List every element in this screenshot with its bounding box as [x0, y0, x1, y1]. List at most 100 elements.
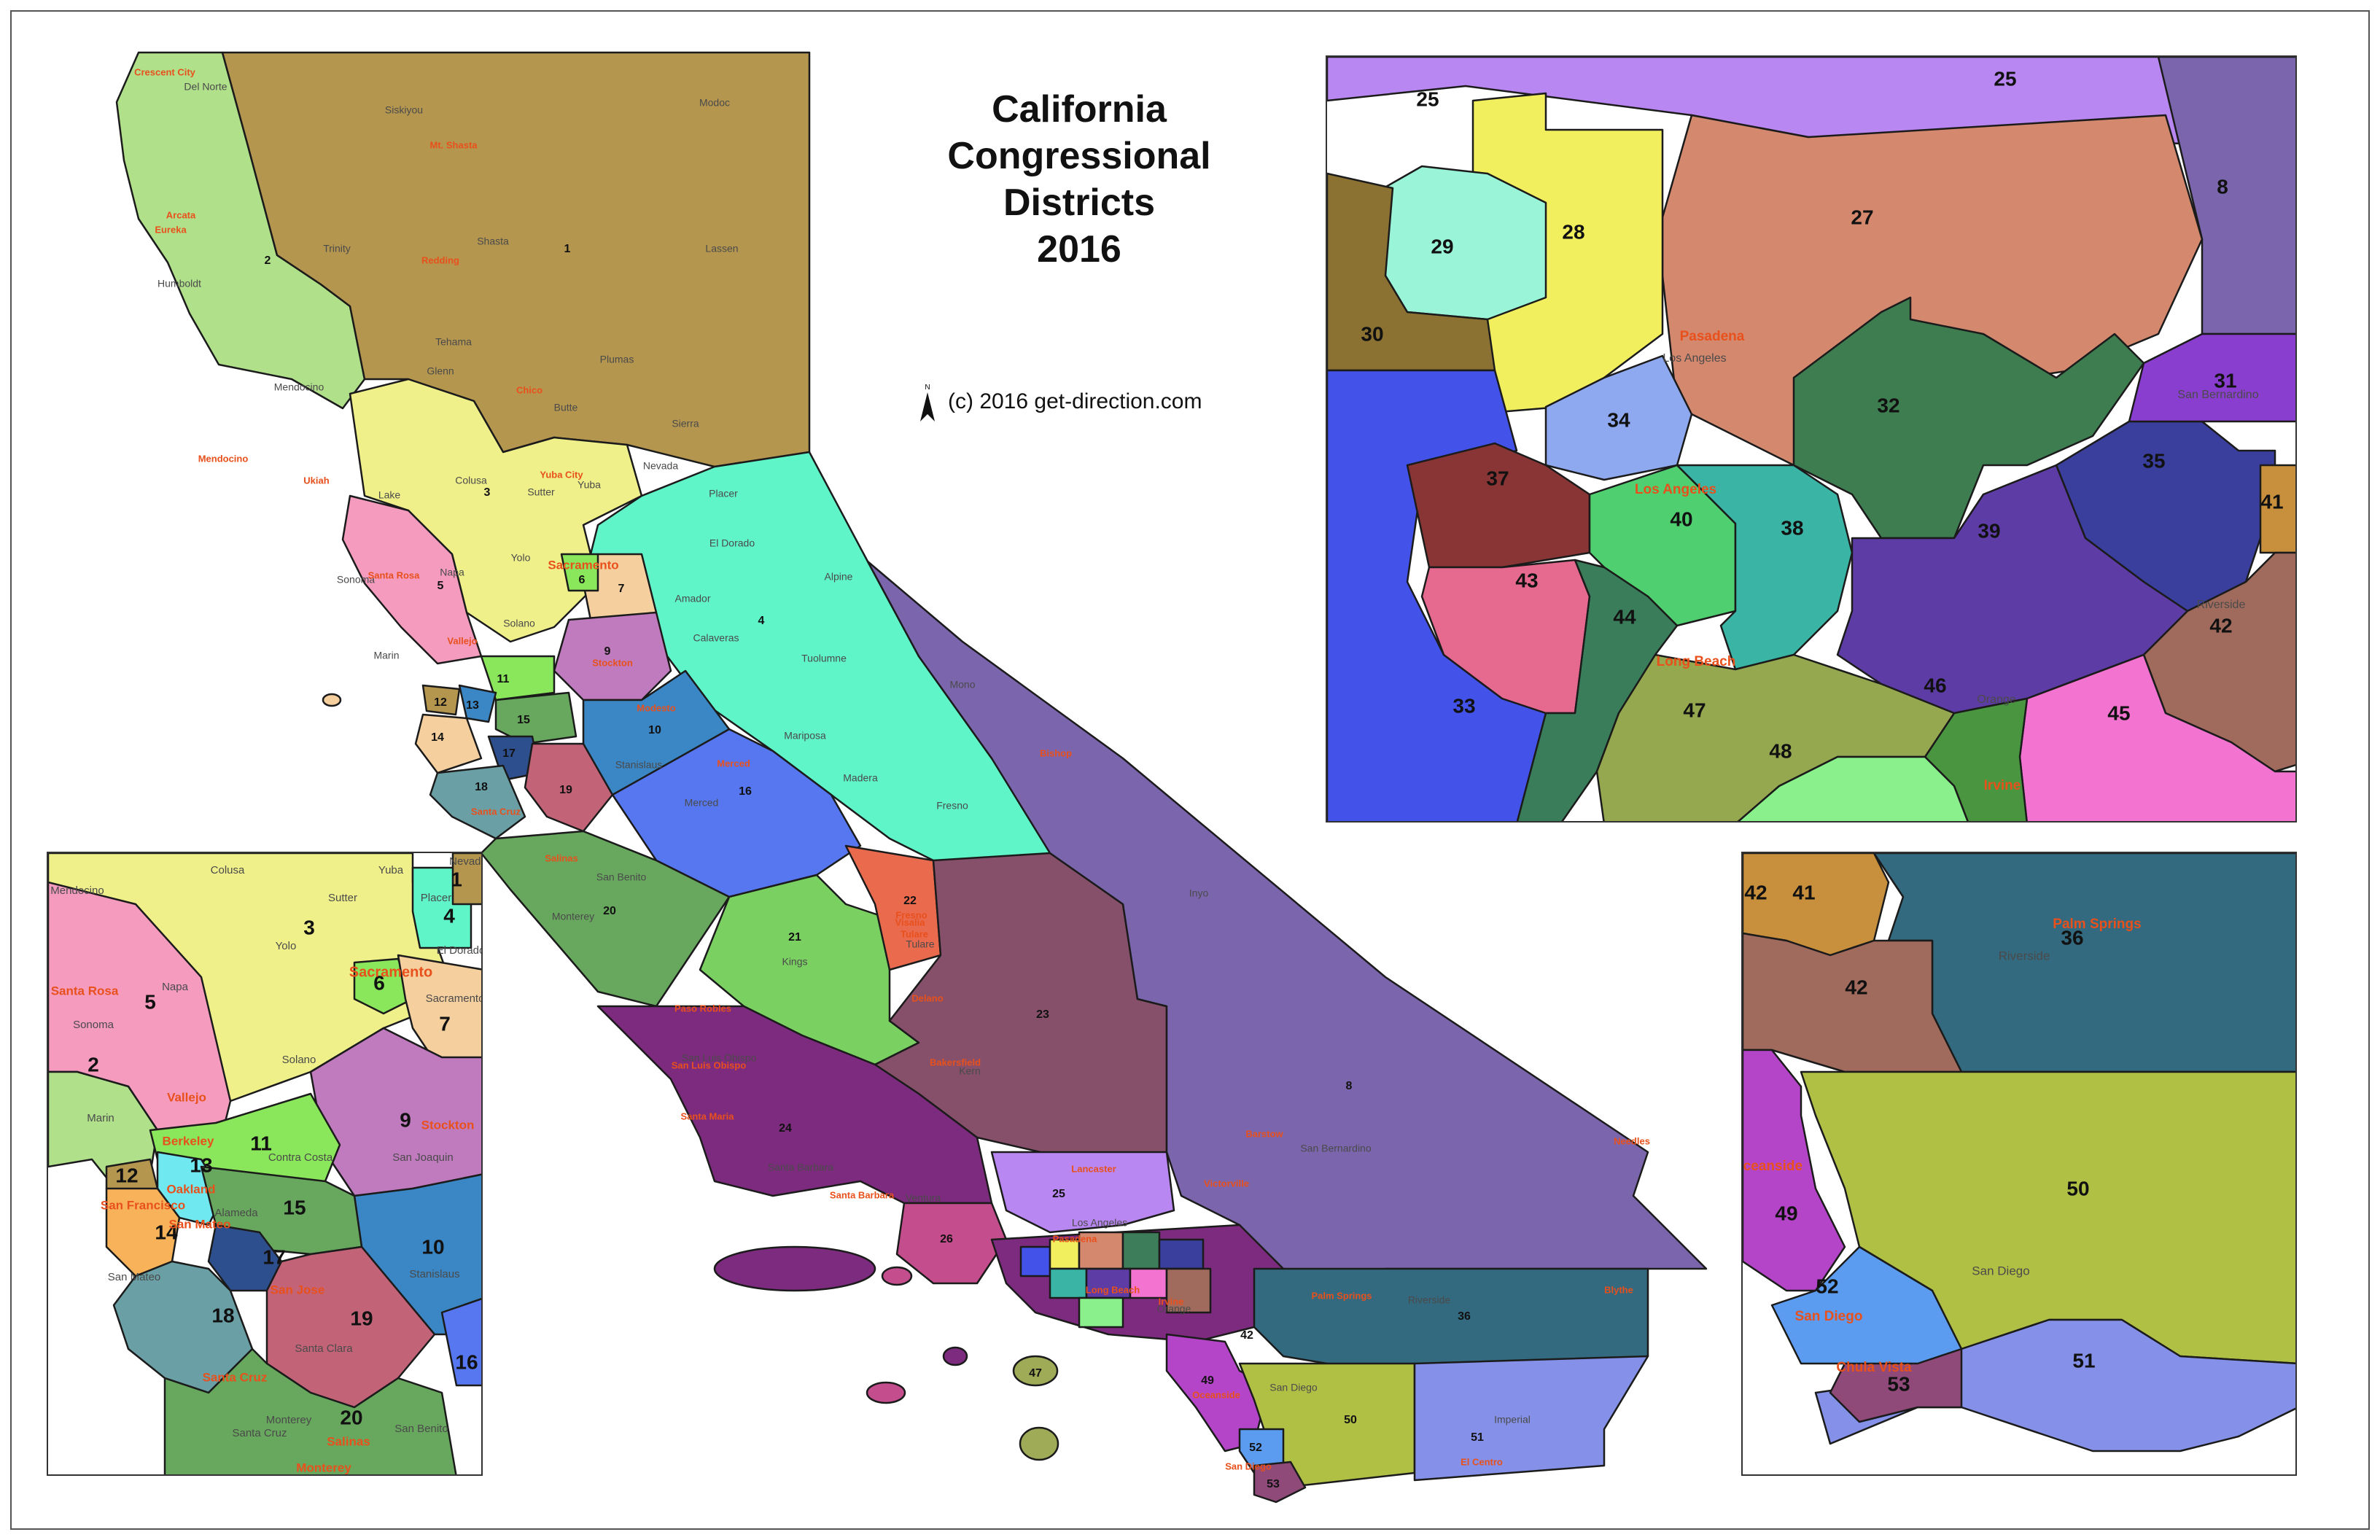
county-label: Shasta	[477, 236, 509, 247]
inset-district-32[interactable]	[1792, 296, 2145, 540]
title-line-1: California	[992, 88, 1167, 131]
la-district-48[interactable]	[1078, 1296, 1124, 1329]
inset-district-1[interactable]	[451, 853, 483, 906]
district-13-region[interactable]	[458, 684, 497, 723]
label-d3: 3	[484, 486, 491, 499]
district-25-region[interactable]	[990, 1151, 1175, 1234]
label-d23: 23	[1036, 1008, 1049, 1021]
city-label: Santa Cruz	[471, 806, 521, 817]
label-d21: 21	[788, 931, 801, 944]
island-26	[881, 1266, 913, 1286]
la-district-28[interactable]	[1049, 1238, 1081, 1270]
county-label: Monterey	[266, 1414, 312, 1426]
county-label: Lake	[378, 489, 401, 501]
city-label: Needles	[1614, 1135, 1650, 1146]
label-d11: 11	[497, 673, 510, 685]
label: 16	[455, 1350, 478, 1373]
label-d1: 1	[564, 243, 571, 255]
sd-inset-map: 41 42 42 36 49 50 51 52 53 Riverside San…	[1743, 853, 2297, 1474]
city-labels: Crescent City Mt. Shasta Arcata Eureka R…	[134, 66, 1650, 1471]
district-22-region[interactable]	[844, 844, 942, 971]
inset-district-20[interactable]	[163, 1348, 457, 1476]
title-line-4: 2016	[1037, 228, 1121, 271]
county-label: Los Angeles	[1662, 352, 1726, 365]
inset-district-6[interactable]	[353, 957, 414, 1015]
label: 12	[115, 1164, 138, 1186]
la-district-35[interactable]	[1158, 1238, 1205, 1270]
inset-district-16[interactable]	[440, 1298, 483, 1387]
district-11-region[interactable]	[480, 655, 556, 701]
county-label: El Dorado	[709, 537, 755, 549]
county-label: Yolo	[511, 552, 531, 564]
city-label: Berkeley	[163, 1134, 214, 1148]
inset-district-49[interactable]	[1743, 1049, 1846, 1292]
district-26-region[interactable]	[895, 1202, 1008, 1285]
inset-district-34[interactable]	[1544, 354, 1693, 481]
label: 41	[2260, 490, 2283, 513]
district-51-region[interactable]	[1413, 1355, 1649, 1482]
county-label: Inyo	[1189, 887, 1209, 899]
county-label: San Mateo	[108, 1271, 161, 1283]
la-district-42[interactable]	[1165, 1267, 1212, 1314]
label: 18	[211, 1304, 234, 1326]
city-label: Salinas	[327, 1434, 370, 1448]
label: 53	[1887, 1372, 1910, 1395]
la-district-32[interactable]	[1121, 1231, 1161, 1270]
county-label: San Diego	[1269, 1382, 1318, 1393]
county-label: Marin	[373, 650, 399, 661]
inset-district-53[interactable]	[1829, 1348, 1963, 1423]
county-label: Solano	[503, 618, 535, 629]
label: 7	[439, 1012, 451, 1035]
district-1-region[interactable]	[221, 51, 811, 468]
county-label: Placer	[421, 892, 452, 904]
la-district-27[interactable]	[1078, 1231, 1124, 1270]
label: 32	[1877, 394, 1899, 416]
label: 4	[443, 904, 455, 927]
district-6-region[interactable]	[560, 553, 599, 592]
label: 17	[262, 1245, 285, 1268]
district-5-region[interactable]	[341, 494, 483, 665]
city-label: San Diego	[1225, 1461, 1272, 1471]
inset-district-41[interactable]	[2259, 464, 2297, 554]
island-26-south	[942, 1346, 968, 1366]
city-label: Vallejo	[447, 635, 477, 646]
county-label: Santa Barbara	[768, 1162, 833, 1173]
city-label: Mendocino	[198, 453, 249, 464]
inset-district-9[interactable]	[309, 1027, 483, 1197]
city-label: Arcata	[166, 209, 196, 220]
city-label: San Jose	[271, 1283, 325, 1296]
label: 34	[1607, 408, 1630, 431]
city-label: Eureka	[155, 224, 187, 235]
label: 25	[1994, 67, 2016, 90]
district-36-region[interactable]	[1253, 1267, 1649, 1372]
label: 20	[340, 1406, 362, 1428]
city-label: Palm Springs	[2053, 917, 2141, 932]
county-label: Mendocino	[50, 884, 104, 897]
county-label: Merced	[685, 797, 719, 809]
city-label: Tulare	[901, 928, 928, 939]
county-label: Alameda	[214, 1207, 258, 1219]
county-label: Lassen	[705, 243, 738, 254]
district-9-region[interactable]	[553, 611, 672, 701]
la-district-45[interactable]	[1129, 1267, 1168, 1299]
city-label: Monterey	[296, 1461, 351, 1474]
la-district-33[interactable]	[1019, 1245, 1051, 1278]
district-53-region[interactable]	[1253, 1461, 1307, 1504]
city-label: Visalia	[895, 917, 926, 928]
district-14-region[interactable]	[414, 713, 483, 774]
inset-district-42[interactable]	[1743, 932, 1963, 1073]
inset-district-31[interactable]	[2128, 332, 2297, 423]
district-15-region[interactable]	[494, 691, 578, 745]
label-d51: 51	[1471, 1431, 1484, 1444]
county-label: Yolo	[276, 940, 297, 952]
district-12-region[interactable]	[421, 684, 461, 716]
inset-district-51[interactable]	[1814, 1318, 2297, 1452]
la-district-38[interactable]	[1049, 1267, 1088, 1299]
label: 47	[1683, 699, 1706, 721]
label: 42	[1845, 976, 1867, 998]
inset-district-48[interactable]	[1735, 755, 1969, 822]
bay-inset-city-labels: Santa Rosa Sacramento Vallejo Stockton B…	[51, 964, 475, 1474]
label: 29	[1431, 235, 1453, 257]
bay-inset-district-labels: 1 2 3 4 5 6 7 9 10 11 12 13 14 15 16 17 …	[88, 868, 478, 1428]
